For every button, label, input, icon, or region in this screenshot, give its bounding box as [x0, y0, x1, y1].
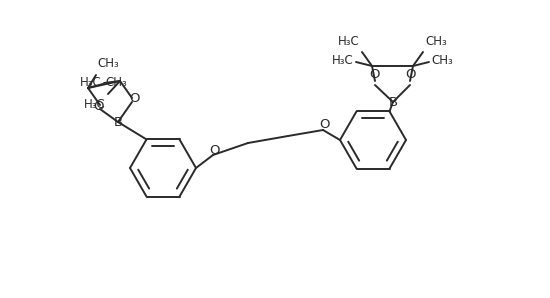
Text: O: O [209, 144, 219, 156]
Text: O: O [405, 68, 415, 81]
Text: H₃C: H₃C [80, 75, 102, 89]
Text: CH₃: CH₃ [425, 35, 447, 48]
Text: CH₃: CH₃ [431, 55, 453, 68]
Text: CH₃: CH₃ [105, 77, 126, 89]
Text: O: O [370, 68, 380, 81]
Text: O: O [129, 92, 139, 105]
Text: B: B [113, 116, 123, 128]
Text: B: B [388, 95, 398, 108]
Text: O: O [319, 119, 329, 131]
Text: CH₃: CH₃ [97, 57, 119, 70]
Text: H₃C: H₃C [332, 55, 354, 68]
Text: H₃C: H₃C [84, 98, 106, 111]
Text: H₃C: H₃C [338, 35, 360, 48]
Text: O: O [93, 100, 103, 113]
